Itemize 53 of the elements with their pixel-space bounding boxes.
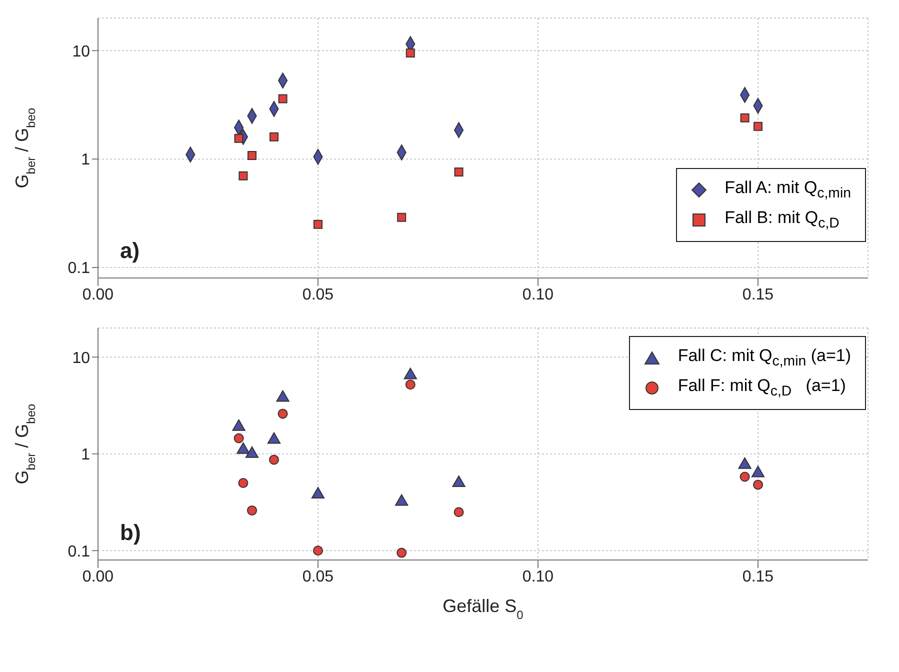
legend-label: Fall B: mit Q$_{c,D}$	[724, 208, 840, 232]
point	[270, 132, 278, 142]
point	[751, 466, 765, 478]
point	[268, 454, 280, 465]
point	[238, 171, 248, 180]
x-tick-label: 0.10	[522, 568, 554, 586]
point	[248, 150, 256, 160]
point	[238, 478, 248, 488]
point	[754, 122, 762, 131]
legend-label: Fall F: mit Q$_{c,D}$ (a=1)	[678, 376, 846, 400]
point	[278, 408, 288, 419]
point	[740, 472, 750, 482]
point	[404, 368, 417, 380]
x-tick-label: 0.15	[742, 568, 774, 586]
point	[454, 167, 464, 176]
point	[738, 457, 752, 469]
legend-label: Fall C: mit Q$_{c,min}$ (a=1)	[678, 346, 851, 370]
point	[234, 134, 244, 143]
x-tick-label: 0.15	[742, 286, 774, 304]
point	[314, 220, 322, 229]
point	[234, 433, 244, 444]
point	[246, 505, 258, 516]
annotation: a)	[120, 238, 140, 264]
x-tick-label: 0.10	[522, 286, 554, 304]
point	[452, 475, 466, 488]
point	[397, 212, 406, 222]
point	[276, 390, 290, 402]
point	[395, 494, 408, 506]
x-tick-label: 0.05	[302, 286, 334, 304]
x-axis-title: Gefälle S$_{0}$	[442, 596, 524, 622]
legend-label: Fall A: mit Q$_{c,min}$	[724, 178, 851, 202]
point	[406, 48, 415, 58]
point	[236, 442, 250, 454]
x-tick-label: 0.00	[82, 568, 114, 586]
y-tick-label: 10	[72, 43, 90, 60]
point	[232, 419, 246, 431]
y-tick-label: 0.1	[68, 260, 90, 278]
y-tick-label: 0.1	[68, 543, 90, 560]
point	[396, 548, 407, 558]
y-tick-label: 10	[72, 350, 90, 367]
y-tick-label: 1	[81, 446, 90, 464]
point	[278, 94, 288, 104]
point	[752, 480, 764, 490]
point	[740, 113, 750, 122]
annotation: b)	[120, 520, 141, 546]
y-tick-label: 1	[81, 152, 90, 169]
point	[267, 432, 281, 444]
point	[312, 546, 324, 556]
x-tick-label: 0.05	[302, 568, 334, 586]
point	[454, 507, 464, 518]
point	[245, 446, 259, 458]
point	[311, 487, 325, 499]
x-tick-label: 0.00	[82, 286, 114, 304]
